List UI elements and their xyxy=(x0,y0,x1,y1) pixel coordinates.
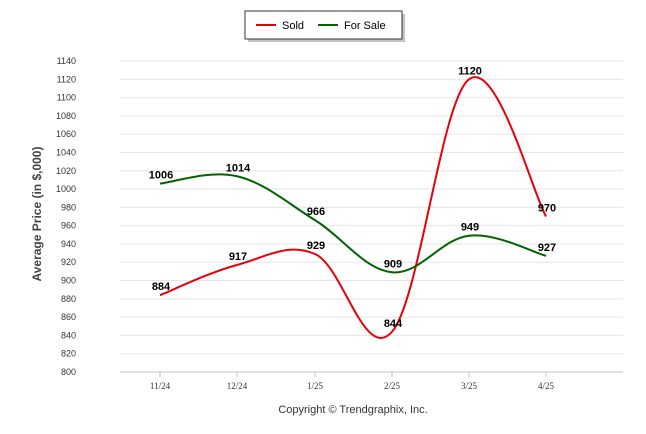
data-label-for-sale: 927 xyxy=(538,242,556,254)
data-label-sold: 884 xyxy=(152,281,171,293)
y-tick-label: 1120 xyxy=(57,74,76,84)
y-tick-label: 880 xyxy=(61,294,76,304)
x-axis-ticks: 11/24 12/24 1/25 2/25 3/25 4/25 xyxy=(150,372,555,391)
y-tick-label: 980 xyxy=(61,202,76,212)
y-axis-title: Average Price (in $,000) xyxy=(30,147,44,282)
y-tick-label: 800 xyxy=(61,367,76,377)
y-tick-label: 920 xyxy=(61,257,76,267)
y-tick-label: 1040 xyxy=(56,147,76,157)
x-tick-label: 1/25 xyxy=(307,381,324,391)
data-label-sold: 844 xyxy=(384,318,403,330)
y-tick-label: 820 xyxy=(61,349,76,359)
data-label-sold: 917 xyxy=(229,251,247,263)
series-lines xyxy=(159,76,547,339)
x-tick-label: 3/25 xyxy=(461,381,478,391)
data-label-for-sale: 909 xyxy=(384,258,402,270)
legend: Sold For Sale xyxy=(244,10,405,42)
grid-lines xyxy=(120,60,623,355)
data-label-for-sale: 966 xyxy=(307,206,325,218)
y-tick-label: 860 xyxy=(61,312,76,322)
data-label-for-sale: 1006 xyxy=(149,170,173,182)
data-label-for-sale: 1014 xyxy=(226,162,251,174)
x-tick-label: 12/24 xyxy=(227,381,248,391)
series-line-for-sale xyxy=(159,173,547,274)
legend-label-for-sale: For Sale xyxy=(344,20,386,32)
y-tick-label: 1080 xyxy=(56,111,76,121)
data-label-sold: 970 xyxy=(538,203,556,215)
x-tick-label: 11/24 xyxy=(150,381,171,391)
data-label-sold: 929 xyxy=(307,240,325,252)
y-tick-label: 1060 xyxy=(56,129,76,139)
y-tick-label: 840 xyxy=(61,330,76,340)
x-tick-label: 4/25 xyxy=(538,381,555,391)
y-tick-label: 960 xyxy=(61,221,76,231)
y-tick-label: 1140 xyxy=(57,56,76,66)
y-tick-label: 900 xyxy=(61,276,76,286)
data-label-for-sale: 949 xyxy=(461,222,479,234)
y-tick-label: 1000 xyxy=(56,184,76,194)
y-tick-label: 1020 xyxy=(56,166,76,176)
data-label-sold: 1120 xyxy=(458,65,482,77)
y-tick-label: 1100 xyxy=(57,93,76,103)
y-tick-label: 940 xyxy=(61,239,76,249)
series-line-sold xyxy=(159,76,547,339)
x-tick-label: 2/25 xyxy=(384,381,401,391)
legend-label-sold: Sold xyxy=(282,20,304,32)
data-labels: 884 917 929 844 1120 970 1006 1014 966 909 949 927 xyxy=(149,65,556,329)
copyright-credit: Copyright © Trendgraphix, Inc. xyxy=(278,404,427,416)
y-axis-ticks: 800 820 840 860 880 900 920 940 960 980 1000 1020 10… xyxy=(56,56,76,377)
